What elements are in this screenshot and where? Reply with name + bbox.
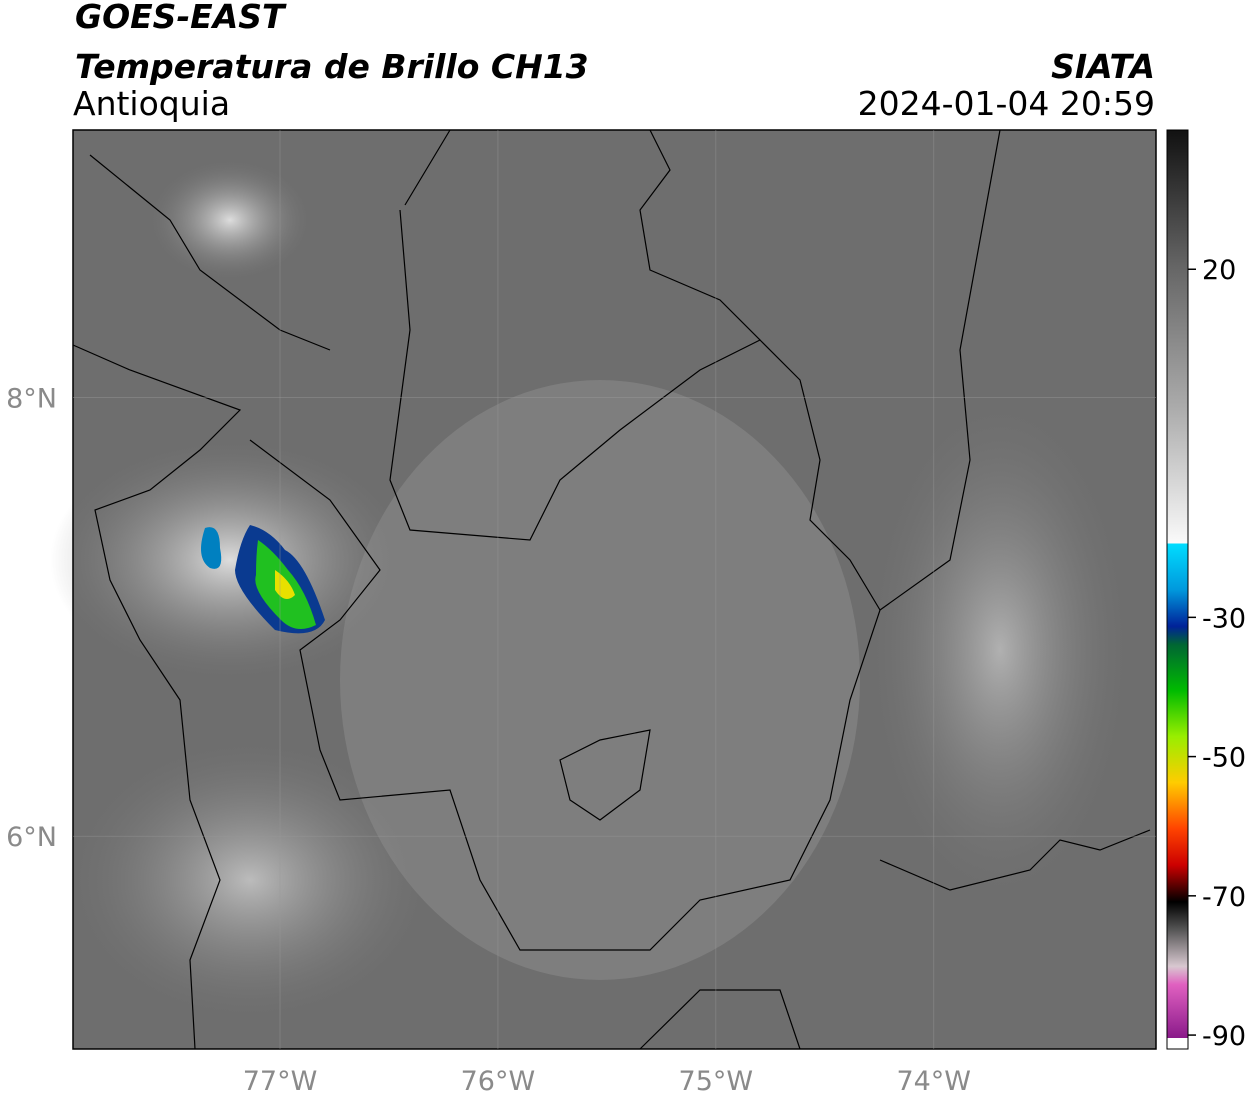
coastline — [89, 129, 451, 351]
department-border — [639, 829, 1151, 1050]
department-border — [759, 339, 881, 611]
map — [50, 129, 1156, 1050]
cloud — [150, 160, 310, 280]
coastline — [72, 344, 242, 1050]
lon-tick-label: 76°W — [461, 1066, 536, 1097]
colorbar — [1166, 129, 1189, 1050]
lon-tick-label: 74°W — [896, 1066, 971, 1097]
colorbar-tick-label: -50 — [1202, 743, 1246, 774]
colorbar-tick-label: -70 — [1202, 882, 1246, 913]
title: GOES-EAST — [75, 0, 287, 36]
cloud — [70, 740, 430, 1020]
lat-tick-label: 8°N — [6, 384, 57, 415]
lon-tick-label: 77°W — [243, 1066, 318, 1097]
lat-tick-label: 6°N — [6, 822, 57, 853]
source: SIATA — [1051, 47, 1155, 86]
map-frame — [72, 129, 1157, 1050]
department-border — [249, 129, 1001, 951]
colorbar-tick-label: 20 — [1202, 255, 1236, 286]
colorbar-tick-label: -90 — [1202, 1021, 1246, 1052]
department-border — [389, 129, 762, 541]
storm — [201, 527, 222, 569]
cloud — [870, 400, 1130, 900]
municipality-border — [559, 729, 651, 821]
region: Antioquia — [73, 84, 230, 123]
terrain — [340, 380, 860, 980]
colorbar-tick-label: -30 — [1202, 603, 1246, 634]
datetime: 2024-01-04 20:59 — [858, 84, 1155, 123]
cloud — [50, 440, 410, 680]
subtitle: Temperatura de Brillo CH13 — [75, 47, 589, 86]
lon-tick-label: 75°W — [679, 1066, 754, 1097]
